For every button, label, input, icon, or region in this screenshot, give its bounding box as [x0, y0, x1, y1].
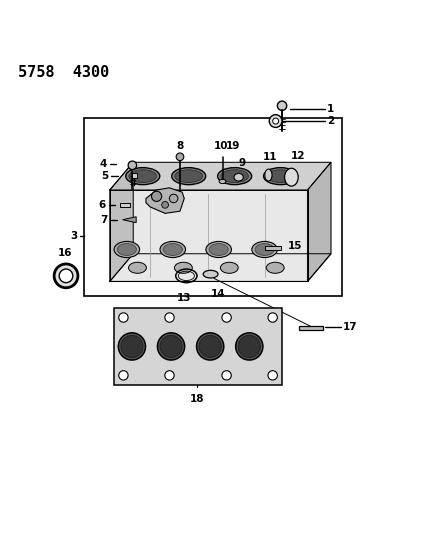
- Circle shape: [128, 161, 137, 169]
- Circle shape: [176, 153, 184, 160]
- Text: 15: 15: [288, 241, 303, 251]
- Ellipse shape: [117, 244, 137, 255]
- Text: 17: 17: [343, 322, 357, 332]
- Ellipse shape: [175, 262, 192, 273]
- Circle shape: [169, 194, 178, 203]
- Circle shape: [165, 313, 174, 322]
- Text: 14: 14: [211, 289, 226, 299]
- Circle shape: [158, 333, 184, 360]
- Ellipse shape: [234, 173, 244, 181]
- Circle shape: [121, 335, 143, 358]
- Text: 18: 18: [190, 394, 204, 404]
- Polygon shape: [122, 217, 136, 223]
- Circle shape: [268, 313, 277, 322]
- Text: 12: 12: [291, 151, 305, 161]
- Ellipse shape: [285, 168, 298, 186]
- Ellipse shape: [219, 179, 226, 183]
- Circle shape: [54, 264, 78, 288]
- Ellipse shape: [265, 169, 272, 181]
- Bar: [84, 118, 342, 296]
- Ellipse shape: [129, 170, 157, 182]
- Circle shape: [119, 370, 128, 380]
- Circle shape: [273, 118, 279, 124]
- Polygon shape: [110, 163, 133, 281]
- Ellipse shape: [220, 262, 238, 273]
- Bar: [119, 203, 130, 207]
- Ellipse shape: [217, 168, 252, 184]
- Ellipse shape: [255, 244, 274, 255]
- Text: 8: 8: [176, 141, 184, 151]
- Text: 13: 13: [177, 293, 191, 303]
- Circle shape: [59, 269, 73, 282]
- Text: 19: 19: [226, 141, 241, 151]
- Bar: [265, 246, 281, 251]
- Text: 16: 16: [57, 248, 72, 258]
- Circle shape: [152, 191, 162, 201]
- Ellipse shape: [163, 244, 182, 255]
- Circle shape: [222, 370, 231, 380]
- Text: 10: 10: [214, 141, 229, 151]
- Circle shape: [118, 333, 146, 360]
- Bar: [114, 308, 282, 385]
- Text: 7: 7: [101, 215, 108, 225]
- Circle shape: [277, 101, 287, 110]
- Circle shape: [236, 333, 263, 360]
- Ellipse shape: [209, 244, 228, 255]
- Circle shape: [119, 313, 128, 322]
- Text: 5758  4300: 5758 4300: [18, 64, 110, 79]
- Circle shape: [222, 313, 231, 322]
- Polygon shape: [110, 163, 331, 190]
- Ellipse shape: [264, 168, 297, 184]
- Circle shape: [268, 370, 277, 380]
- Text: 9: 9: [238, 158, 246, 168]
- Circle shape: [269, 115, 282, 127]
- Bar: [299, 326, 323, 330]
- Text: 5: 5: [101, 171, 108, 181]
- Circle shape: [160, 335, 182, 358]
- Text: 2: 2: [327, 116, 334, 126]
- Ellipse shape: [266, 262, 284, 273]
- Polygon shape: [146, 188, 184, 213]
- Ellipse shape: [221, 170, 248, 182]
- Ellipse shape: [203, 270, 218, 278]
- Circle shape: [162, 201, 169, 208]
- Polygon shape: [308, 163, 331, 281]
- Ellipse shape: [114, 241, 140, 257]
- Bar: [131, 173, 137, 177]
- Text: 11: 11: [262, 152, 277, 163]
- Text: 6: 6: [99, 200, 106, 210]
- Ellipse shape: [267, 170, 294, 182]
- Ellipse shape: [175, 170, 202, 182]
- Ellipse shape: [160, 241, 185, 257]
- Ellipse shape: [126, 168, 160, 184]
- Ellipse shape: [206, 241, 232, 257]
- Polygon shape: [110, 190, 308, 281]
- Circle shape: [165, 370, 174, 380]
- Text: 1: 1: [327, 104, 334, 114]
- Text: 4: 4: [99, 159, 107, 169]
- Circle shape: [238, 335, 260, 358]
- Text: 3: 3: [70, 231, 77, 241]
- Ellipse shape: [172, 168, 206, 184]
- Circle shape: [196, 333, 224, 360]
- Ellipse shape: [252, 241, 277, 257]
- Polygon shape: [110, 254, 331, 281]
- Circle shape: [199, 335, 221, 358]
- Ellipse shape: [128, 262, 146, 273]
